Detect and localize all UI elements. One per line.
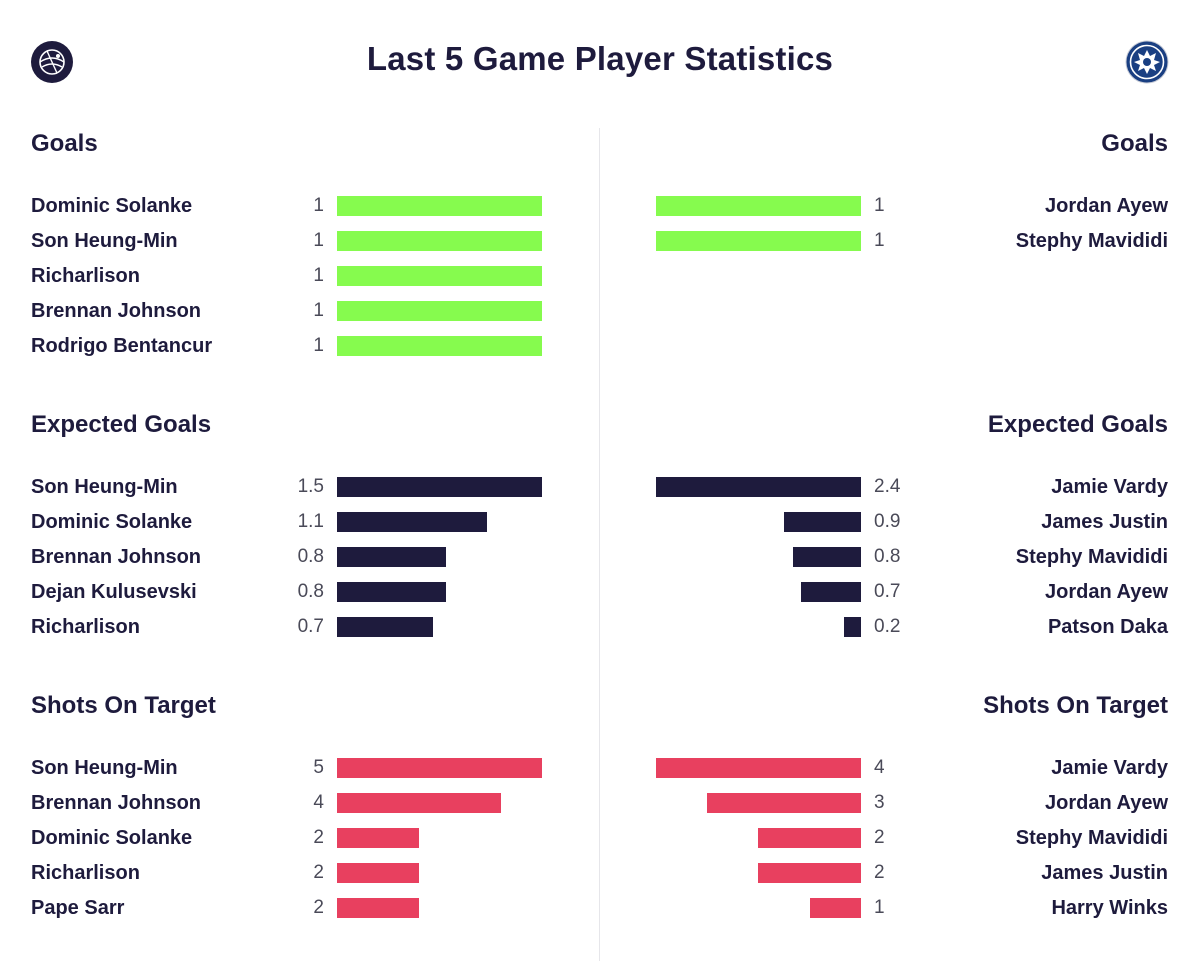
stat-value-label: 4: [313, 792, 324, 814]
player-name: Richarlison: [31, 862, 140, 885]
stat-bar: [337, 266, 542, 287]
stat-value-label: 1: [874, 230, 885, 252]
stat-bar: [844, 617, 861, 638]
stat-value-label: 1: [313, 265, 324, 287]
stat-value-label: 0.9: [874, 511, 901, 533]
section-title-expected-goals-right: Expected Goals: [987, 411, 1168, 438]
leicester-crest-icon: [1125, 40, 1169, 84]
stat-value-label: 0.2: [874, 616, 901, 638]
stat-value-label: 2.4: [874, 476, 901, 497]
player-name: Brennan Johnson: [31, 546, 202, 569]
section-title-goals-left: Goals: [31, 130, 98, 157]
player-name: Dominic Solanke: [31, 827, 193, 850]
stat-bar: [656, 477, 861, 497]
stat-value-label: 4: [874, 757, 885, 778]
stat-value-label: 3: [874, 792, 885, 814]
player-name: Jordan Ayew: [1045, 581, 1168, 604]
stat-value-label: 0.8: [297, 581, 324, 603]
player-name: Dominic Solanke: [31, 511, 193, 534]
section-title-goals-right: Goals: [1101, 130, 1168, 157]
stat-bar: [337, 301, 542, 322]
stat-value-label: 2: [313, 897, 324, 919]
stat-bar: [758, 828, 861, 849]
player-name: Jamie Vardy: [1051, 476, 1168, 498]
player-name: Rodrigo Bentancur: [31, 335, 213, 358]
section-title-shots-on-target-left: Shots On Target: [31, 692, 216, 719]
stat-bar: [337, 898, 419, 919]
stat-value-label: 2: [874, 862, 885, 884]
stat-bar: [337, 758, 542, 778]
player-name: Brennan Johnson: [31, 300, 202, 323]
stat-value-label: 2: [313, 827, 324, 849]
player-name: Jordan Ayew: [1045, 792, 1168, 815]
stat-value-label: 0.8: [297, 546, 324, 568]
player-name: Stephy Mavididi: [1015, 230, 1168, 253]
stat-bar: [656, 196, 861, 216]
player-name: Son Heung-Min: [31, 230, 178, 253]
player-name: Harry Winks: [1051, 897, 1168, 920]
stat-value-label: 5: [313, 757, 324, 778]
player-name: Dominic Solanke: [31, 195, 193, 217]
stat-value-label: 2: [874, 827, 885, 849]
stat-value-label: 1: [313, 335, 324, 357]
stat-bar: [801, 582, 861, 603]
tottenham-crest-icon: [31, 41, 73, 83]
section-title-expected-goals-left: Expected Goals: [31, 411, 212, 438]
player-name: Jamie Vardy: [1051, 757, 1168, 779]
stat-value-label: 1: [874, 897, 885, 919]
player-name: James Justin: [1041, 511, 1168, 534]
stat-bar: [337, 793, 501, 814]
stat-value-label: 1: [313, 300, 324, 322]
stat-value-label: 1.5: [297, 476, 324, 497]
player-name: Brennan Johnson: [31, 792, 202, 815]
stat-bar: [337, 477, 542, 497]
player-name: Son Heung-Min: [31, 476, 178, 498]
stat-bar: [337, 231, 542, 252]
stat-bar: [784, 512, 861, 533]
stat-bar: [337, 828, 419, 849]
stat-value-label: 0.8: [874, 546, 901, 568]
player-name: Stephy Mavididi: [1015, 546, 1168, 569]
section-title-shots-on-target-right: Shots On Target: [983, 692, 1168, 719]
stat-bar: [337, 336, 542, 357]
stat-value-label: 1: [313, 195, 324, 216]
stat-bar: [810, 898, 861, 919]
stat-value-label: 1: [313, 230, 324, 252]
player-name: Richarlison: [31, 265, 140, 288]
stat-bar: [337, 582, 446, 603]
stat-bar: [793, 547, 861, 568]
stat-bar: [656, 231, 861, 252]
stat-bar: [707, 793, 861, 814]
player-name: Jordan Ayew: [1045, 195, 1168, 217]
stat-bar: [337, 196, 542, 216]
player-name: Stephy Mavididi: [1015, 827, 1168, 850]
stat-value-label: 0.7: [297, 616, 324, 638]
stat-value-label: 2: [313, 862, 324, 884]
player-name: Patson Daka: [1047, 616, 1168, 639]
stat-bar: [337, 863, 419, 884]
stat-value-label: 1: [874, 195, 885, 216]
player-name: Dejan Kulusevski: [31, 581, 197, 604]
stat-bar: [758, 863, 861, 884]
stat-bar: [656, 758, 861, 778]
player-name: James Justin: [1041, 862, 1168, 885]
player-name: Son Heung-Min: [31, 757, 178, 779]
stat-value-label: 1.1: [297, 511, 324, 533]
stat-bar: [337, 512, 487, 533]
page-title: Last 5 Game Player Statistics: [366, 40, 834, 77]
player-name: Pape Sarr: [31, 897, 125, 920]
stat-bar: [337, 617, 433, 638]
player-name: Richarlison: [31, 616, 140, 639]
center-divider: [599, 128, 600, 961]
stat-value-label: 0.7: [874, 581, 901, 603]
stat-bar: [337, 547, 446, 568]
